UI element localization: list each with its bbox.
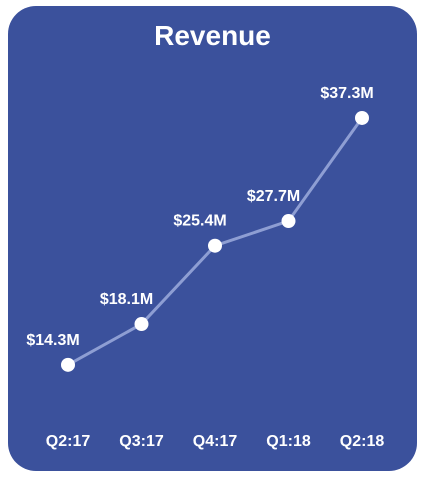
chart-title: Revenue — [154, 20, 271, 51]
x-tick-label: Q3:17 — [119, 433, 164, 450]
data-point-Q2:17 — [61, 357, 75, 372]
data-label-Q2:18: $37.3M — [320, 85, 373, 102]
x-tick-label: Q1:18 — [266, 433, 311, 450]
x-tick-label: Q2:17 — [46, 433, 91, 450]
x-tick-label: Q2:18 — [340, 433, 385, 450]
data-point-Q4:17 — [208, 238, 222, 253]
data-label-Q2:17: $14.3M — [26, 332, 79, 349]
data-label-Q1:18: $27.7M — [247, 188, 300, 205]
x-tick-label: Q4:17 — [193, 433, 238, 450]
data-point-Q2:18 — [355, 110, 369, 125]
data-point-Q3:17 — [134, 317, 149, 332]
data-label-Q3:17: $18.1M — [100, 291, 153, 308]
data-point-Q1:18 — [281, 214, 296, 229]
chart-card: Revenue — [8, 6, 417, 471]
data-label-Q4:17: $25.4M — [173, 213, 226, 230]
